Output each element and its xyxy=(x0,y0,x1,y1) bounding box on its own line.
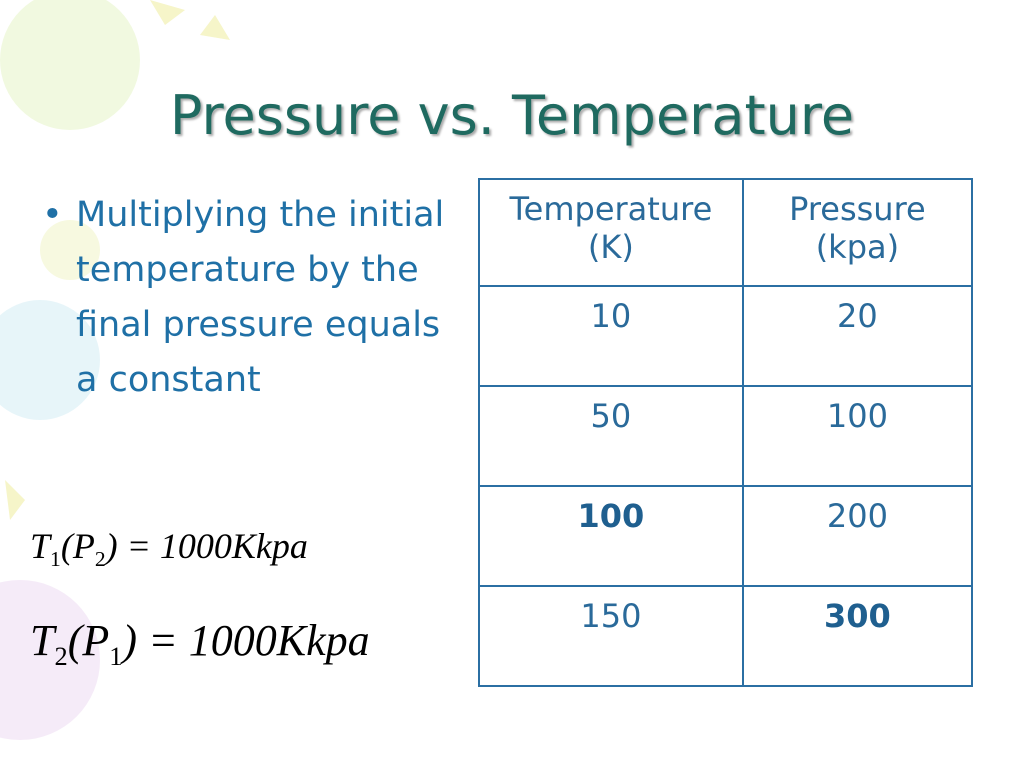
header-row: Temperature (K) Pressure (kpa) xyxy=(478,178,974,287)
table-cell: 100 xyxy=(478,485,744,587)
table-cell: 150 xyxy=(478,585,744,687)
equation-subscript: 2 xyxy=(94,547,106,572)
data-table: Temperature (K) Pressure (kpa) 10 20 50 100 10… xyxy=(478,178,974,687)
equation-part: ) = 1000Kkpa xyxy=(105,526,308,566)
table-cell: 20 xyxy=(741,285,974,387)
table-row: 150 300 xyxy=(478,585,974,687)
equation-part: T xyxy=(30,616,55,665)
header-cell: Pressure (kpa) xyxy=(741,178,974,287)
table-cell: 10 xyxy=(478,285,744,387)
equation-subscript: 1 xyxy=(50,547,61,572)
table-cell: 50 xyxy=(478,385,744,487)
table-row: 100 200 xyxy=(478,485,974,587)
bullet-list: Multiplying the initial temperature by t… xyxy=(40,188,450,408)
table-row: 10 20 xyxy=(478,285,974,387)
table-cell: 200 xyxy=(741,485,974,587)
equation-part: T xyxy=(30,526,51,566)
equation-part: (P xyxy=(67,616,110,665)
header-cell: Temperature (K) xyxy=(478,178,744,287)
equation: T1(P2) = 1000Kkpa xyxy=(30,525,308,572)
slide-title: Pressure vs. Temperature xyxy=(169,84,855,147)
equation-part: (P xyxy=(60,526,95,566)
table-cell: 300 xyxy=(741,585,974,687)
equation-subscript: 1 xyxy=(109,640,123,671)
equation-subscript: 2 xyxy=(54,640,68,671)
equation-part: ) = 1000Kkpa xyxy=(122,616,370,665)
table-row: 50 100 xyxy=(478,385,974,487)
table-cell: 100 xyxy=(741,385,974,487)
bullet-item: Multiplying the initial temperature by t… xyxy=(40,188,450,408)
equation: T2(P1) = 1000Kkpa xyxy=(30,615,370,672)
